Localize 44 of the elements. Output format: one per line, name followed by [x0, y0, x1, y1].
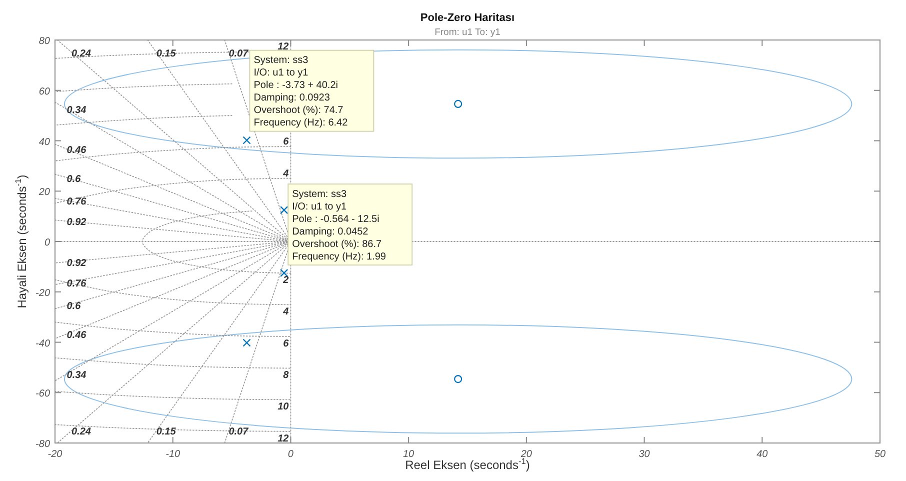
chart-title: Pole-Zero Haritası	[420, 12, 515, 24]
chart-subtitle: From: u1 To: y1	[434, 27, 500, 38]
annotation: 0.92	[66, 258, 87, 269]
x-tick-label: -10	[166, 449, 181, 460]
y-tick-label: -40	[36, 338, 50, 350]
annotation: 0.15	[156, 426, 176, 438]
annotation: 0.46	[66, 330, 87, 341]
x-tick-label: -20	[48, 449, 63, 460]
annotation: 2	[282, 275, 290, 286]
annotation: 12	[278, 42, 290, 53]
annotation: 0.92	[66, 217, 87, 228]
x-tick-label: 50	[874, 449, 886, 460]
y-tick-label: 20	[38, 187, 50, 198]
annotation: 0.6	[66, 301, 82, 312]
annotation: 0.07	[228, 426, 249, 438]
annotation: 10	[278, 402, 290, 413]
annotation: 6	[283, 136, 290, 148]
y-tick-label: -20	[36, 288, 50, 299]
annotation: 4	[282, 168, 290, 180]
y-tick-label: 60	[38, 86, 50, 98]
y-tick-label: 0	[44, 238, 50, 248]
annotation: 0.34	[66, 105, 87, 116]
annotation: 0.76	[66, 278, 87, 290]
y-tick-label: -60	[36, 388, 50, 400]
annotation: 0.46	[66, 145, 87, 156]
annotation: 0.15	[156, 48, 176, 60]
annotation: 8	[283, 370, 290, 382]
annotation: System: ss3 I/O: u1 to y1 Pole : -0.564 - 12.5i Damping: 0.0452 Overshoot (%): 86.7 Frequency (Hz): 1.99	[292, 189, 386, 263]
y-tick-label: 80	[38, 36, 50, 47]
annotation: 0.76	[66, 196, 87, 208]
x-tick-label: 40	[756, 449, 768, 460]
x-tick-label: 0	[288, 449, 294, 460]
annotation: System: ss3 I/O: u1 to y1 Pole : -3.73 + 40.2i Damping: 0.0923 Overshoot (%): 74.7 Frequency (Hz): 6.42	[254, 55, 348, 129]
annotation: 0.6	[66, 174, 82, 185]
annotation: 6	[283, 338, 290, 350]
annotation: 4	[282, 306, 290, 318]
annotation: 0.34	[66, 370, 87, 381]
annotation: 0.07	[228, 48, 249, 60]
y-tick-label: 40	[38, 136, 50, 148]
annotation: 12	[278, 433, 290, 444]
annotation: 0.24	[72, 48, 92, 60]
x-tick-label: 30	[638, 449, 650, 460]
annotation: 0.24	[72, 426, 92, 438]
y-tick-label: -80	[36, 439, 50, 450]
